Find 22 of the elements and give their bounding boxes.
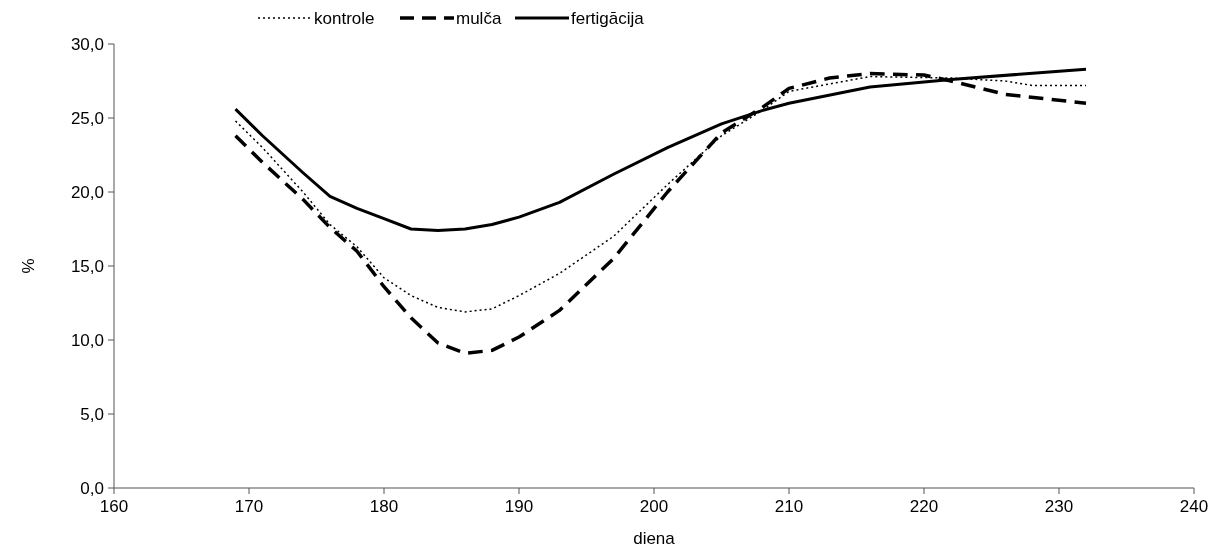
- y-tick-label: 25,0: [70, 108, 104, 128]
- legend-label: fertigācija: [571, 8, 645, 28]
- y-tick-label: 5,0: [80, 404, 104, 424]
- y-tick-label: 30,0: [70, 34, 104, 54]
- x-tick-label: 210: [774, 497, 804, 516]
- y-tick-label: 0,0: [80, 478, 104, 498]
- line-series: [233, 71, 1088, 356]
- x-tick-label: 190: [504, 497, 534, 516]
- x-tick-label: 160: [99, 497, 129, 516]
- y-tick-label: 15,0: [70, 256, 104, 276]
- legend-label: mulča: [456, 8, 502, 28]
- x-tick-label: 200: [639, 497, 669, 516]
- x-tick-label: 170: [234, 497, 264, 516]
- x-tick-label: 240: [1179, 497, 1209, 516]
- x-tick-label: 180: [369, 497, 399, 516]
- y-tick-label: 10,0: [70, 330, 104, 350]
- x-axis-title: diena: [633, 529, 676, 548]
- x-tick-label: 220: [909, 497, 939, 516]
- y-axis-title: %: [19, 258, 38, 274]
- x-tick-label: 230: [1044, 497, 1074, 516]
- y-tick-label: 20,0: [70, 182, 104, 202]
- legend-label: kontrole: [314, 8, 375, 28]
